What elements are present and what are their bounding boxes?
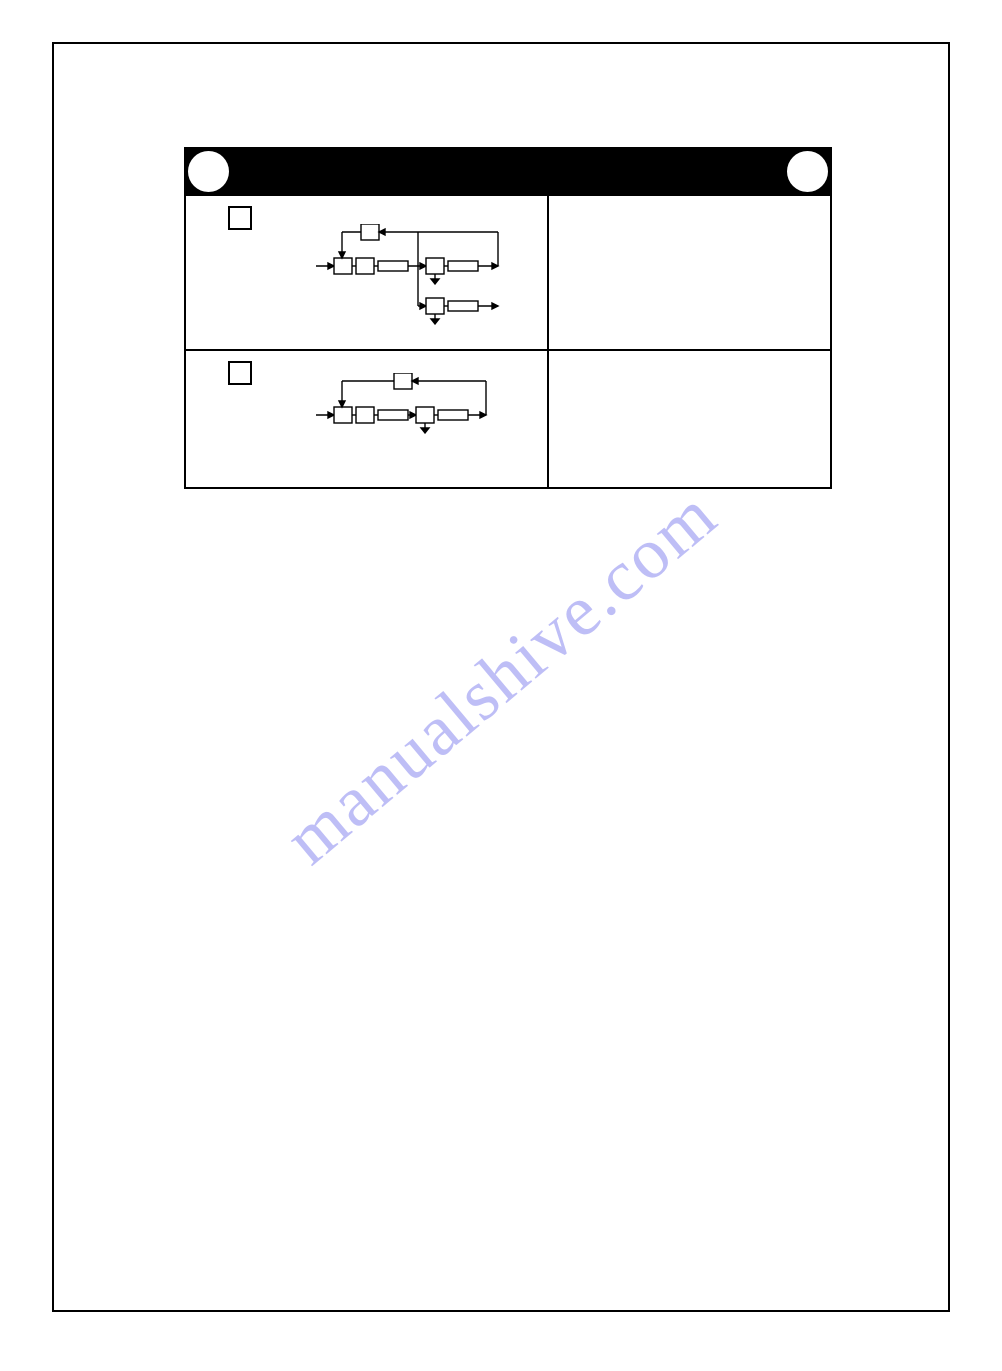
cell-diagram <box>186 196 549 349</box>
step-number-box <box>228 361 252 385</box>
step-number-box <box>228 206 252 230</box>
grommet-left-icon <box>188 151 229 192</box>
cell-description <box>549 196 830 349</box>
table-row <box>184 351 832 489</box>
grommet-right-icon <box>787 151 828 192</box>
block-diagram-1 <box>306 224 526 334</box>
watermark-text: manualshive.com <box>269 473 733 881</box>
cell-diagram <box>186 351 549 487</box>
diagram-table <box>184 147 832 489</box>
block-diagram-2 <box>306 373 516 443</box>
table-header <box>184 147 832 196</box>
cell-description <box>549 351 830 487</box>
table-row <box>184 196 832 351</box>
page-frame: manualshive.com <box>52 42 950 1312</box>
